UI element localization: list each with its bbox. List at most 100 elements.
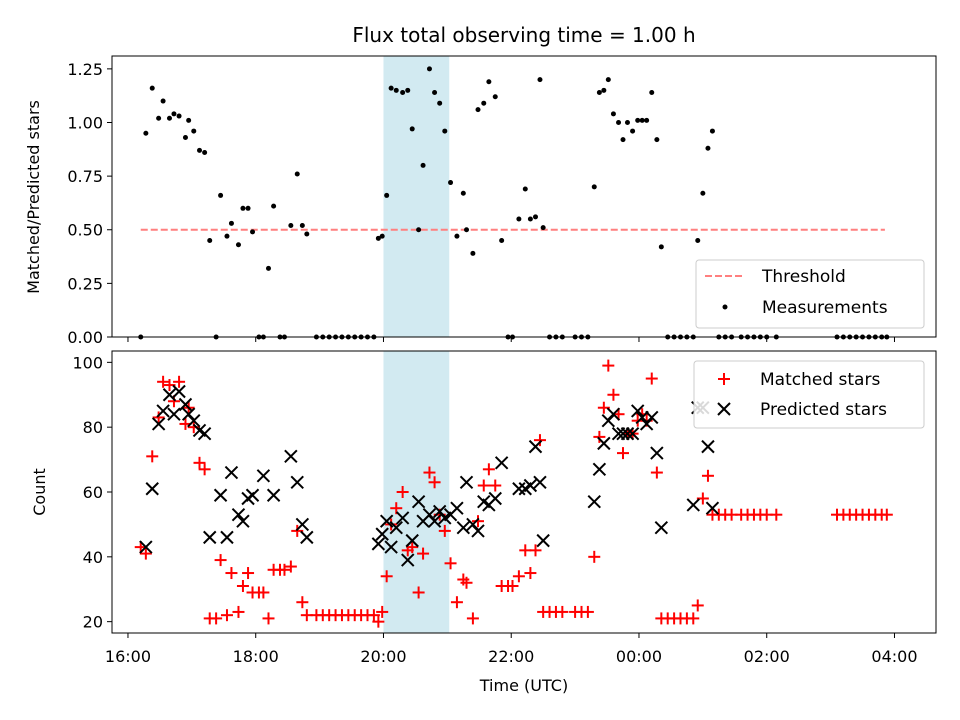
measurement-point	[197, 147, 203, 153]
matched-star-point	[262, 612, 275, 625]
matched-star-point	[396, 486, 409, 498]
predicted-star-point	[645, 410, 659, 425]
predicted-star-point	[411, 495, 426, 509]
matched-star-point	[466, 612, 479, 625]
y-tick-label: 40	[83, 548, 103, 567]
top-x-ticks	[127, 337, 895, 342]
measurement-point	[202, 150, 208, 156]
measurement-point	[649, 89, 655, 95]
matched-star-point	[220, 609, 233, 622]
top-legend-box	[695, 259, 925, 329]
matched-star-point	[524, 567, 537, 580]
matched-star-point	[376, 605, 389, 618]
measurement-point	[516, 216, 522, 222]
predicted-star-point	[172, 384, 186, 399]
matched-star-point	[428, 476, 441, 489]
matched-star-point	[214, 554, 227, 567]
matched-star-point	[139, 547, 152, 560]
measurement-point	[616, 119, 622, 125]
matched-star-point	[593, 430, 606, 443]
matched-star-point	[529, 544, 542, 557]
predicted-star-point	[456, 520, 471, 535]
measurement-point	[304, 231, 310, 237]
measurement-point	[416, 227, 422, 233]
x-axis-label: Time (UTC)	[479, 676, 568, 695]
measurement-point	[454, 233, 460, 239]
predicted-star-point	[139, 540, 153, 554]
predicted-star-point	[395, 511, 410, 525]
predicted-star-point	[295, 517, 310, 532]
matched-legend-swatch	[718, 373, 730, 385]
matched-star-point	[770, 508, 783, 521]
measurement-point	[191, 128, 197, 134]
measurement-point	[437, 100, 443, 106]
matched-star-point	[225, 567, 238, 580]
measurement-point	[420, 162, 426, 168]
y-tick-label: 20	[83, 613, 103, 632]
predicted-star-point	[162, 388, 177, 402]
top-legend: Threshold Measurements	[695, 259, 925, 329]
predicted-star-point	[156, 404, 170, 418]
predicted-star-point	[401, 553, 415, 567]
x-tick-label: 22:00	[488, 647, 534, 666]
y-tick-label: 0.00	[67, 328, 103, 347]
predicted-star-point	[290, 475, 304, 489]
threshold-legend-label: Threshold	[761, 267, 846, 287]
measurement-point	[481, 100, 487, 106]
predicted-star-point	[371, 537, 386, 551]
measurement-point	[499, 237, 505, 243]
y-tick-label: 80	[83, 418, 103, 437]
predicted-star-point	[145, 482, 159, 496]
top-y-axis-label: Matched/Predicted stars	[24, 100, 43, 294]
predicted-star-point	[512, 482, 526, 496]
predicted-star-point	[231, 507, 246, 522]
predicted-star-point	[300, 530, 314, 545]
measurement-point	[460, 190, 466, 196]
measurement-point	[207, 237, 213, 243]
x-tick-label: 00:00	[616, 647, 662, 666]
predicted-star-point	[389, 520, 403, 535]
measurement-point	[388, 85, 394, 91]
measurement-point	[486, 79, 492, 85]
matched-star-point	[193, 456, 206, 469]
measurement-point	[245, 205, 251, 211]
matched-star-point	[210, 612, 223, 625]
matched-star-point	[691, 599, 704, 612]
measurement-point	[218, 192, 224, 198]
measurement-point	[176, 113, 182, 119]
measurement-point	[709, 128, 715, 134]
measurement-point	[596, 89, 602, 95]
measurement-point	[186, 117, 192, 123]
top-panel-flux-ratio: Flux total observing time = 1.00 h 0.000…	[24, 23, 937, 347]
matched-star-point	[477, 479, 490, 492]
bottom-panel-counts: 20 40 60 80 100 16:00 18:00 20:00 22:00 00:00 02:…	[30, 350, 937, 695]
predicted-star-point	[523, 478, 538, 493]
predicted-star-point	[686, 498, 700, 512]
measurement-point	[537, 77, 543, 83]
measurement-point	[405, 87, 411, 93]
measurement-point	[156, 115, 162, 121]
matched-star-point	[696, 492, 709, 505]
predicted-star-point	[635, 410, 649, 425]
predicted-star-point	[197, 426, 212, 441]
predicted-star-point	[533, 475, 547, 489]
measurement-point	[464, 227, 470, 233]
measurement-point	[224, 233, 230, 239]
measurement-point	[149, 85, 155, 91]
matched-star-point	[519, 544, 532, 557]
predicted-star-point	[587, 495, 601, 509]
matched-star-point	[257, 586, 270, 599]
matched-star-point	[533, 434, 546, 447]
measurement-point	[475, 107, 481, 113]
matched-star-point	[236, 580, 249, 592]
highlight-band-bottom	[383, 351, 450, 633]
predicted-star-point	[203, 530, 217, 545]
predicted-star-point	[151, 417, 166, 431]
measurement-point	[182, 135, 188, 141]
matched-star-point	[489, 479, 502, 492]
predicted-star-point	[528, 439, 543, 454]
predicted-star-point	[427, 514, 442, 528]
matched-star-point	[417, 547, 430, 560]
measurement-point	[250, 229, 256, 235]
matched-star-point	[438, 524, 451, 537]
